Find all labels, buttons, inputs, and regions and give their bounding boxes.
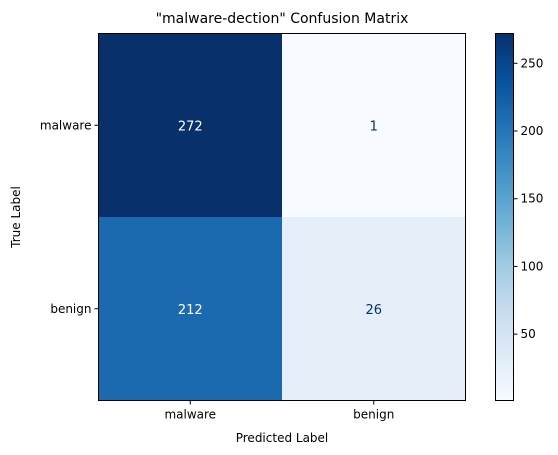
heatmap-cell: [98, 33, 282, 217]
heatmap-cells: [98, 33, 466, 401]
colorbar-tick-label: 100: [521, 259, 544, 273]
cell-value-label: 1: [370, 119, 378, 134]
heatmap-cell: [282, 217, 466, 401]
cell-value-label: 212: [178, 303, 203, 318]
cell-value-labels: 272 1 212 26: [178, 119, 382, 318]
colorbar-tick-label: 50: [521, 327, 536, 341]
x-tick-label: malware: [164, 408, 216, 422]
plot-frame: [98, 33, 466, 401]
colorbar-tick-label: 200: [521, 124, 544, 138]
y-tick-label: malware: [40, 118, 92, 132]
heatmap-cell: [98, 217, 282, 401]
colorbar-tick-label: 250: [521, 56, 544, 70]
cell-value-label: 26: [365, 303, 382, 318]
heatmap-cell: [282, 33, 466, 217]
y-axis-label: True Label: [9, 186, 23, 249]
colorbar-tick-label: 150: [521, 192, 544, 206]
colorbar-gradient: [495, 33, 514, 401]
y-axis-ticks: malware benign: [40, 118, 99, 316]
colorbar-ticks: 50 100 150 200 250: [513, 56, 544, 341]
x-tick-label: benign: [353, 408, 394, 422]
x-axis-label: Predicted Label: [236, 431, 329, 445]
x-axis-ticks: malware benign: [164, 400, 394, 422]
cell-value-label: 272: [178, 119, 203, 134]
y-tick-label: benign: [50, 302, 91, 316]
colorbar: 50 100 150 200 250: [495, 33, 544, 401]
chart-title: "malware-dection" Confusion Matrix: [156, 11, 409, 27]
